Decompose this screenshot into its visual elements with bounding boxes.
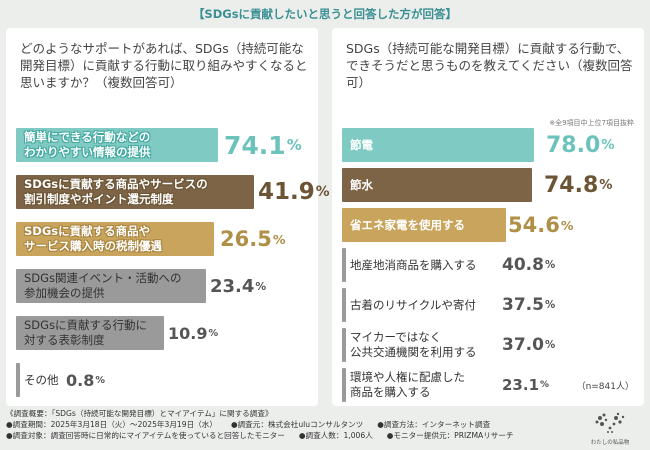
- bar-label-line: 対する表彰制度: [24, 333, 105, 347]
- bar-label-line: 節水: [350, 177, 373, 192]
- bar-label: 環境や人権に配慮した 商品を購入する: [350, 368, 465, 402]
- bar-row: 地産地消商品を購入する 40.8%: [332, 248, 644, 282]
- bar: [16, 269, 206, 303]
- bar: [16, 175, 254, 209]
- data-label: 37.0%: [502, 335, 556, 355]
- bar-label: SDGs関連イベント・活動への 参加機会の提供: [24, 269, 182, 303]
- data-label: 23.1%: [502, 376, 550, 394]
- data-label: 40.8%: [502, 255, 556, 275]
- bar-label: 地産地消商品を購入する: [350, 248, 477, 282]
- survey-title: 《調査概要：「SDGs（持続可能な開発目標）とマイアイテム」に関する調査》: [6, 409, 273, 418]
- banner-title: 【SDGsに貢献したいと思うと回答した方が回答】: [192, 7, 458, 21]
- bar-label: その他: [24, 363, 59, 397]
- bar-label-line: その他: [24, 372, 59, 387]
- bar-label: 節水: [350, 168, 373, 202]
- data-label: 0.8%: [66, 370, 105, 390]
- left-chart-title: どのようなサポートがあれば、SDGs（持続可能な開発目標）に貢献する行動に取り組…: [20, 41, 308, 90]
- right-chart-title: SDGs（持続可能な開発目標）に貢献する行動で、できそうだと思うものを教えてくだ…: [346, 41, 633, 90]
- brand-logo: わたしの私品物: [580, 410, 640, 448]
- logo-text: わたしの私品物: [590, 440, 630, 446]
- data-label: 26.5%: [220, 227, 286, 251]
- bar: [16, 128, 218, 162]
- bar-label-line: SDGs関連イベント・活動への: [24, 271, 182, 285]
- bar-row: 省エネ家電を使用する 54.6%: [332, 208, 644, 242]
- bar-row: SDGsに貢献する商品や サービス購入時の税制優遇 26.5%: [6, 222, 318, 256]
- bar-row: SDGsに貢献する商品やサービスの 割引制度やポイント還元制度 41.9%: [6, 175, 330, 209]
- bar-label-line: わかりやすい情報の提供: [24, 145, 151, 159]
- bar-label: SDGsに貢献する商品や サービス購入時の税制優遇: [24, 222, 162, 256]
- bar-label-line: 商品を購入する: [350, 385, 431, 399]
- bar-row: SDGs関連イベント・活動への 参加機会の提供 23.4%: [6, 269, 318, 303]
- survey-org: ●調査元：株式会社uluコンサルタンツ: [230, 420, 364, 429]
- bar-label-line: マイカーではなく: [350, 330, 442, 344]
- bar-row: 環境や人権に配慮した 商品を購入する 23.1%: [332, 368, 644, 402]
- bar-row: 簡単にできる行動などの わかりやすい情報の提供 74.1%: [6, 128, 318, 162]
- bar-label: 節電: [350, 128, 373, 162]
- bar-label-line: 簡単にできる行動などの: [24, 130, 151, 144]
- bar-label: マイカーではなく 公共交通機関を利用する: [350, 328, 477, 362]
- survey-monitor: ●モニター提供元：PRIZMAリサーチ: [386, 431, 514, 440]
- bar-label: SDGsに貢献する商品やサービスの 割引制度やポイント還元制度: [24, 175, 208, 209]
- bar-row: マイカーではなく 公共交通機関を利用する 37.0%: [332, 328, 644, 362]
- bar-label-line: SDGsに貢献する商品や: [24, 224, 151, 238]
- bar-row: 古着のリサイクルや寄付 37.5%: [332, 288, 644, 322]
- survey-footer: 《調査概要：「SDGs（持続可能な開発目標）とマイアイテム」に関する調査》 ●調…: [6, 408, 566, 441]
- bar: [16, 222, 214, 256]
- bar-label-line: 参加機会の提供: [24, 286, 105, 300]
- bar-label-line: 地産地消商品を購入する: [350, 257, 477, 272]
- data-label: 54.6%: [508, 213, 574, 237]
- bar: [16, 363, 20, 397]
- bar: [342, 248, 346, 282]
- bar-label-line: 公共交通機関を利用する: [350, 345, 477, 359]
- bar: [16, 316, 164, 350]
- data-label: 78.0%: [546, 132, 615, 158]
- data-label: 74.8%: [544, 172, 613, 198]
- bar-label-line: サービス購入時の税制優遇: [24, 239, 162, 253]
- bar-label: 古着のリサイクルや寄付: [350, 288, 476, 322]
- bar-label: SDGsに貢献する行動に 対する表彰制度: [24, 316, 147, 350]
- bar-label-line: 省エネ家電を使用する: [350, 217, 465, 232]
- data-label: 74.1%: [224, 130, 302, 160]
- bar: [342, 328, 346, 362]
- bar-label-line: 古着のリサイクルや寄付: [350, 297, 476, 312]
- bar-row: 節電 78.0%: [332, 128, 644, 162]
- data-label: 37.5%: [502, 295, 556, 315]
- left-chart-panel: どのようなサポートがあれば、SDGs（持続可能な開発目標）に貢献する行動に取り組…: [6, 28, 330, 406]
- right-chart-note: ※全9項目中上位7項目抜粋: [549, 119, 634, 127]
- bar: [342, 368, 346, 402]
- bar-label: 省エネ家電を使用する: [350, 208, 465, 242]
- bar: [342, 208, 506, 242]
- bar-label-line: SDGsに貢献する行動に: [24, 318, 148, 332]
- bar-label-line: 割引制度やポイント還元制度: [24, 192, 174, 206]
- bar-row: SDGsに貢献する行動に 対する表彰制度 10.9%: [6, 316, 318, 350]
- survey-period: ●調査期間：2025年3月18日（火）～2025年3月19日（水）: [6, 420, 217, 429]
- right-chart-panel: SDGs（持続可能な開発目標）に貢献する行動で、できそうだと思うものを教えてくだ…: [332, 28, 644, 406]
- survey-method: ●調査方法：インターネット調査: [377, 420, 491, 429]
- data-label: 10.9%: [168, 323, 219, 343]
- logo-mark-icon: [595, 412, 625, 433]
- survey-count: ●調査人数：1,006人: [298, 431, 373, 440]
- bar-label: 簡単にできる行動などの わかりやすい情報の提供: [24, 128, 151, 162]
- data-label: 41.9%: [258, 179, 330, 205]
- bar-label-line: 環境や人権に配慮した: [350, 370, 465, 384]
- bar-label-line: 節電: [350, 137, 373, 152]
- data-label: 23.4%: [210, 275, 267, 297]
- survey-target: ●調査対象：調査回答時に日常的にマイアイテムを使っていると回答したモニター: [6, 431, 285, 440]
- bar: [342, 128, 534, 162]
- bar: [342, 168, 532, 202]
- bar-label-line: SDGsに貢献する商品やサービスの: [24, 177, 208, 191]
- sample-size-note: （n=841人）: [576, 382, 634, 392]
- bar-row: その他 0.8%: [6, 363, 318, 397]
- bar-row: 節水 74.8%: [332, 168, 644, 202]
- bar: [342, 288, 346, 322]
